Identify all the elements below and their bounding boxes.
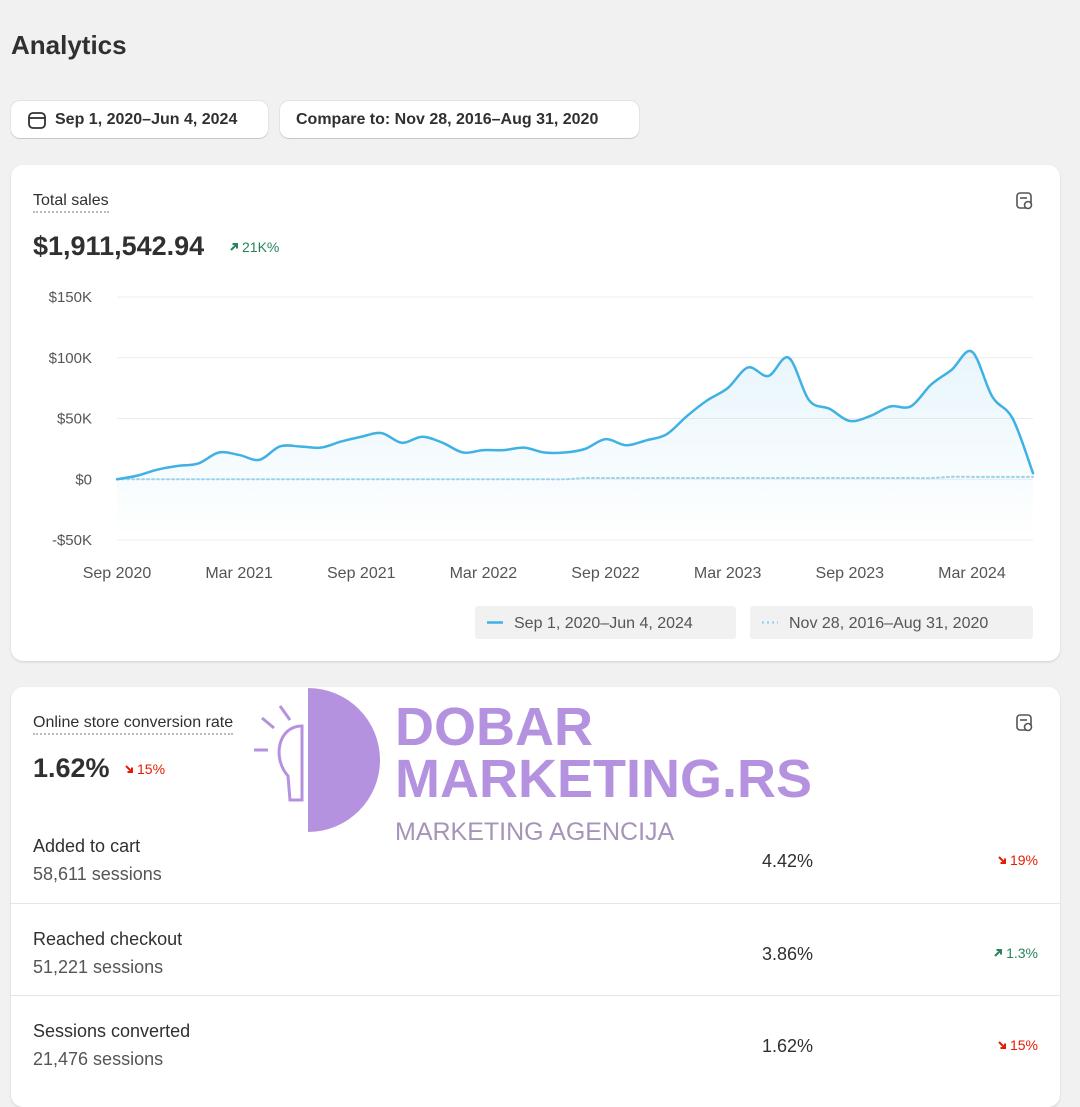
page-title: Analytics xyxy=(11,30,127,60)
row-change-text: 19% xyxy=(1009,852,1038,868)
row-sessions-text: 58,611 sessions xyxy=(33,864,162,884)
row-change-text: 15% xyxy=(1009,1037,1038,1053)
calendar-icon xyxy=(28,111,46,129)
conversion-card: Online store conversion rate 1.62% 15% A… xyxy=(11,687,1060,1107)
row-rate-text: 3.86% xyxy=(761,944,813,964)
row-label-text: Reached checkout xyxy=(33,929,183,949)
row-sessions-text: 51,221 sessions xyxy=(33,957,164,977)
conversion-value: 1.62% xyxy=(33,753,110,783)
change-badge: 15% xyxy=(124,761,165,777)
row-rate: 1.62% xyxy=(762,1036,813,1057)
total-sales-value: $1,911,542.94 xyxy=(33,231,205,261)
row-sessions-text: 21,476 sessions xyxy=(33,1049,164,1069)
row-rate-text: 4.42% xyxy=(761,851,813,871)
row-rate-text: 1.62% xyxy=(761,1036,813,1056)
row-change: 1.3% xyxy=(993,945,1038,961)
row-sessions: 51,221 sessions xyxy=(33,957,163,978)
compare-button[interactable]: Compare to: Nov 28, 2016–Aug 31, 2020 xyxy=(280,101,639,138)
funnel-row: Added to cart 58,611 sessions 4.42% 19% xyxy=(11,811,1060,903)
explore-icon[interactable] xyxy=(1014,190,1036,212)
trend-arrow xyxy=(998,1041,1006,1049)
trend-arrow xyxy=(125,765,133,773)
trend-arrow xyxy=(998,856,1006,864)
row-rate: 3.86% xyxy=(762,944,813,965)
change-text: 21K% xyxy=(242,239,280,255)
row-label: Sessions converted xyxy=(33,1021,190,1042)
change-badge: 21K% xyxy=(229,239,279,255)
row-change: 15% xyxy=(997,1037,1038,1053)
row-label-text: Added to cart xyxy=(33,836,141,856)
trend-arrow xyxy=(230,243,238,251)
row-label-text: Sessions converted xyxy=(33,1021,191,1041)
row-sessions: 58,611 sessions xyxy=(33,864,162,885)
sales-card: Total sales $1,911,542.94 21K% xyxy=(11,165,1060,661)
page: Analytics Sep 1, 2020–Jun 4, 2024 Compar… xyxy=(11,30,1060,1107)
card-label[interactable]: Total sales xyxy=(33,192,109,213)
funnel-row: Sessions converted 21,476 sessions 1.62% 15… xyxy=(11,995,1060,1088)
card-label[interactable]: Online store conversion rate xyxy=(33,714,234,735)
row-label: Reached checkout xyxy=(33,929,182,950)
funnel-row: Reached checkout 51,221 sessions 3.86% 1.3% xyxy=(11,903,1060,996)
row-rate: 4.42% xyxy=(762,851,813,872)
date-range-button[interactable]: Sep 1, 2020–Jun 4, 2024 xyxy=(11,101,268,138)
date-range-text: Sep 1, 2020–Jun 4, 2024 xyxy=(55,110,238,128)
row-change: 19% xyxy=(997,852,1038,868)
row-label: Added to cart xyxy=(33,836,140,857)
compare-text: Compare to: Nov 28, 2016–Aug 31, 2020 xyxy=(296,110,599,128)
change-text: 15% xyxy=(137,761,166,777)
row-change-text: 1.3% xyxy=(1006,945,1038,961)
trend-arrow xyxy=(994,949,1003,957)
explore-icon[interactable] xyxy=(1014,712,1036,734)
row-sessions: 21,476 sessions xyxy=(33,1049,163,1070)
